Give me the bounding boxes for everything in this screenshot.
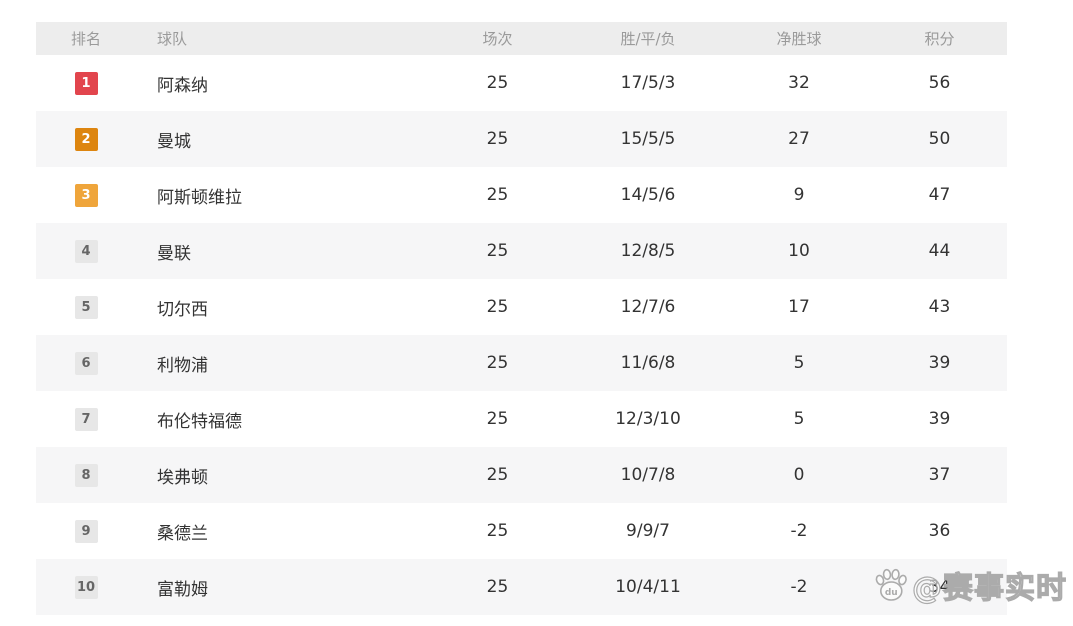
rank-badge: 6 — [74, 351, 98, 375]
matches-played: 25 — [486, 353, 509, 373]
matches-played: 25 — [486, 241, 509, 261]
rank-cell: 1 — [36, 71, 136, 95]
goal-difference: 5 — [793, 353, 805, 373]
column-header-gd: 净胜球 — [776, 30, 822, 48]
points: 47 — [928, 185, 951, 205]
matches-played: 25 — [486, 465, 509, 485]
rank-cell: 6 — [36, 351, 136, 375]
points: 43 — [928, 297, 951, 317]
goal-difference: 10 — [788, 241, 810, 261]
matches-played: 25 — [486, 185, 509, 205]
rank-badge: 7 — [74, 407, 98, 431]
goal-difference: 5 — [793, 409, 805, 429]
rank-badge: 3 — [74, 183, 98, 207]
team-name: 富勒姆 — [157, 579, 208, 600]
rank-badge: 10 — [74, 575, 98, 599]
win-draw-loss: 14/5/6 — [620, 185, 676, 205]
points: 34 — [928, 577, 951, 597]
win-draw-loss: 9/9/7 — [626, 521, 670, 541]
points: 36 — [928, 521, 951, 541]
win-draw-loss: 10/4/11 — [615, 577, 681, 597]
points: 56 — [928, 73, 951, 93]
goal-difference: 32 — [788, 73, 810, 93]
win-draw-loss: 12/8/5 — [620, 241, 676, 261]
matches-played: 25 — [486, 577, 509, 597]
rank-badge: 8 — [74, 463, 98, 487]
win-draw-loss: 11/6/8 — [620, 353, 676, 373]
win-draw-loss: 12/3/10 — [615, 409, 681, 429]
rank-cell: 3 — [36, 183, 136, 207]
table-row: 5 切尔西 25 12/7/6 17 43 — [36, 279, 1007, 335]
table-row: 1 阿森纳 25 17/5/3 32 56 — [36, 55, 1007, 111]
rank-cell: 4 — [36, 239, 136, 263]
rank-cell: 2 — [36, 127, 136, 151]
column-header-points: 积分 — [924, 30, 955, 48]
team-name: 切尔西 — [157, 299, 208, 320]
team-name: 布伦特福德 — [157, 411, 242, 432]
team-name: 桑德兰 — [157, 523, 208, 544]
points: 39 — [928, 409, 951, 429]
goal-difference: -2 — [790, 521, 808, 541]
table-row: 6 利物浦 25 11/6/8 5 39 — [36, 335, 1007, 391]
table-row: 4 曼联 25 12/8/5 10 44 — [36, 223, 1007, 279]
rank-badge: 4 — [74, 239, 98, 263]
goal-difference: 0 — [793, 465, 805, 485]
rank-cell: 7 — [36, 407, 136, 431]
matches-played: 25 — [486, 129, 509, 149]
win-draw-loss: 17/5/3 — [620, 73, 676, 93]
team-name: 利物浦 — [157, 355, 208, 376]
win-draw-loss: 10/7/8 — [620, 465, 676, 485]
matches-played: 25 — [486, 297, 509, 317]
table-row: 2 曼城 25 15/5/5 27 50 — [36, 111, 1007, 167]
column-header-rank: 排名 — [70, 30, 101, 48]
table-row: 10 富勒姆 25 10/4/11 -2 34 — [36, 559, 1007, 615]
goal-difference: 27 — [788, 129, 810, 149]
win-draw-loss: 15/5/5 — [620, 129, 676, 149]
matches-played: 25 — [486, 521, 509, 541]
rank-badge: 9 — [74, 519, 98, 543]
win-draw-loss: 12/7/6 — [620, 297, 676, 317]
column-header-team: 球队 — [157, 30, 188, 48]
team-name: 曼联 — [157, 243, 191, 264]
points: 39 — [928, 353, 951, 373]
table-row: 3 阿斯顿维拉 25 14/5/6 9 47 — [36, 167, 1007, 223]
rank-cell: 9 — [36, 519, 136, 543]
matches-played: 25 — [486, 409, 509, 429]
points: 44 — [928, 241, 951, 261]
table-body: 1 阿森纳 25 17/5/3 32 56 2 曼城 25 15/5/5 27 50 3 阿斯顿维拉 25 1… — [36, 55, 1007, 615]
team-name: 曼城 — [157, 131, 191, 152]
rank-badge: 2 — [74, 127, 98, 151]
table-row: 7 布伦特福德 25 12/3/10 5 39 — [36, 391, 1007, 447]
rank-badge: 1 — [74, 71, 98, 95]
team-name: 埃弗顿 — [157, 467, 208, 488]
rank-badge: 5 — [74, 295, 98, 319]
table-header: 排名 球队 场次 胜/平/负 净胜球 积分 — [36, 22, 1007, 55]
standings-table: 排名 球队 场次 胜/平/负 净胜球 积分 1 阿森纳 25 17/5/3 32 56 2 曼… — [36, 22, 1007, 615]
goal-difference: 9 — [793, 185, 805, 205]
rank-cell: 10 — [36, 575, 136, 599]
table-row: 9 桑德兰 25 9/9/7 -2 36 — [36, 503, 1007, 559]
table-row: 8 埃弗顿 25 10/7/8 0 37 — [36, 447, 1007, 503]
rank-cell: 8 — [36, 463, 136, 487]
matches-played: 25 — [486, 73, 509, 93]
points: 50 — [928, 129, 951, 149]
points: 37 — [928, 465, 951, 485]
goal-difference: -2 — [790, 577, 808, 597]
rank-cell: 5 — [36, 295, 136, 319]
team-name: 阿斯顿维拉 — [157, 187, 242, 208]
goal-difference: 17 — [788, 297, 810, 317]
column-header-wdl: 胜/平/负 — [620, 30, 676, 48]
column-header-played: 场次 — [482, 30, 513, 48]
team-name: 阿森纳 — [157, 75, 208, 96]
